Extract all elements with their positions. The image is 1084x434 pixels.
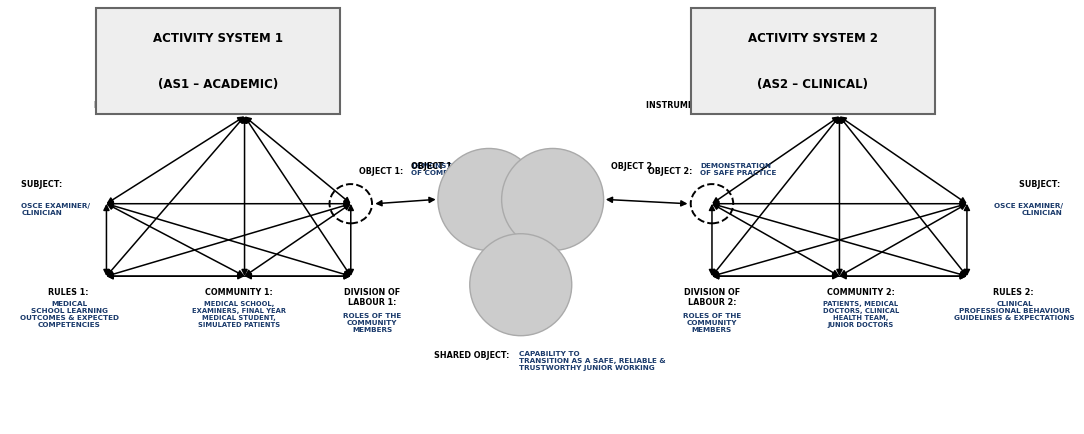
Text: SUBJECT:: SUBJECT: [22,179,65,188]
Text: ACTIVITY SYSTEM 2

(AS2 – CLINICAL): ACTIVITY SYSTEM 2 (AS2 – CLINICAL) [748,32,878,91]
Text: OBJECT 2:: OBJECT 2: [648,166,695,175]
Text: CLINICAL
PROFESSIONAL BEHAVIOUR
GUIDELINES & EXPECTATIONS: CLINICAL PROFESSIONAL BEHAVIOUR GUIDELIN… [954,301,1075,321]
Text: MEDICAL SCHOOL,
EXAMINERS, FINAL YEAR
MEDICAL STUDENT,
SIMULATED PATIENTS: MEDICAL SCHOOL, EXAMINERS, FINAL YEAR ME… [192,301,286,328]
Ellipse shape [438,149,540,251]
Text: ROLES OF THE
COMMUNITY
MEMBERS: ROLES OF THE COMMUNITY MEMBERS [683,312,741,332]
Text: RULES 1:: RULES 1: [48,287,91,296]
Text: SUBJECT:: SUBJECT: [1019,179,1062,188]
Text: OBJECT 1:: OBJECT 1: [359,166,406,175]
Text: DEMONSTRATION
OF SAFE PRACTICE: DEMONSTRATION OF SAFE PRACTICE [700,162,776,175]
Text: DIVISION OF
LABOUR 1:: DIVISION OF LABOUR 1: [344,287,400,306]
Text: MEDICAL
SCHOOL LEARNING
OUTCOMES & EXPECTED
COMPETENCIES: MEDICAL SCHOOL LEARNING OUTCOMES & EXPEC… [20,301,119,328]
Text: SHARED OBJECT:: SHARED OBJECT: [434,350,512,358]
Text: PATIENTS, MEDICAL
DOCTORS, CLINICAL
HEALTH TEAM,
JUNIOR DOCTORS: PATIENTS, MEDICAL DOCTORS, CLINICAL HEAL… [823,301,899,328]
Ellipse shape [502,149,604,251]
Text: DIVISION OF
LABOUR 2:: DIVISION OF LABOUR 2: [684,287,740,306]
Text: INSTRUMENT 1:: INSTRUMENT 1: [94,101,168,110]
Text: INSTRUMENT 2:: INSTRUMENT 2: [646,101,721,110]
Text: ROLES OF THE
COMMUNITY
MEMBERS: ROLES OF THE COMMUNITY MEMBERS [343,312,401,332]
FancyBboxPatch shape [95,9,340,115]
Text: OSCE MARKING CRITERIA: OSCE MARKING CRITERIA [168,102,270,108]
Text: ACTIVITY SYSTEM 1

(AS1 – ACADEMIC): ACTIVITY SYSTEM 1 (AS1 – ACADEMIC) [153,32,283,91]
Ellipse shape [469,234,571,336]
Text: OBJECT 1: OBJECT 1 [411,162,452,171]
Text: OBJECT 2: OBJECT 2 [611,162,653,171]
Text: COMMUNITY 1:: COMMUNITY 1: [205,287,273,296]
Text: CAPABILITY TO
TRANSITION AS A SAFE, RELIABLE &
TRUSTWORTHY JUNIOR WORKING: CAPABILITY TO TRANSITION AS A SAFE, RELI… [518,350,666,370]
Text: COMMUNITY 2:: COMMUNITY 2: [827,287,894,296]
Text: RULES 2:: RULES 2: [993,287,1036,296]
Text: DEMONSTRATION
OF COMPETENCE: DEMONSTRATION OF COMPETENCE [411,162,482,175]
Text: OSCE EXAMINER/
CLINICIAN: OSCE EXAMINER/ CLINICIAN [994,203,1062,216]
FancyBboxPatch shape [691,9,935,115]
Text: WORKPLACE-BASED MARKING CRITERIA: WORKPLACE-BASED MARKING CRITERIA [721,102,882,108]
Text: OSCE EXAMINER/
CLINICIAN: OSCE EXAMINER/ CLINICIAN [22,203,90,216]
